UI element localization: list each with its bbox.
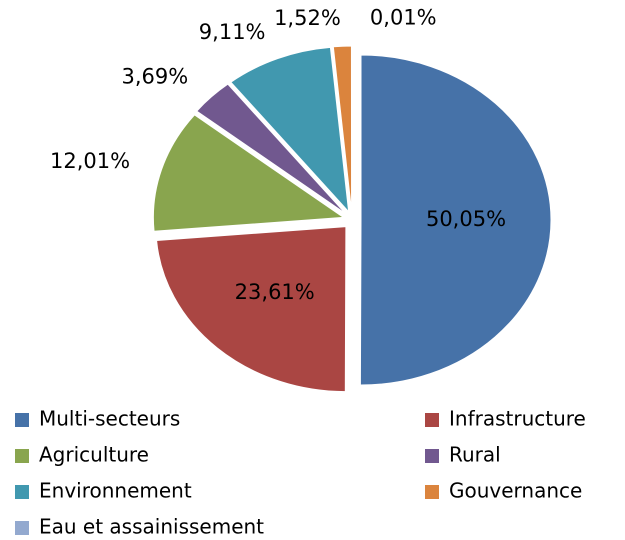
legend-label: Eau et assainissement [39, 515, 264, 539]
pie-slice [230, 46, 350, 214]
legend-swatch [15, 521, 29, 535]
data-label: 3,69% [122, 65, 189, 89]
legend-swatch [425, 485, 439, 499]
legend-swatch [425, 449, 439, 463]
legend-swatch [15, 449, 29, 463]
data-label: 23,61% [235, 280, 315, 304]
legend-label: Environnement [39, 479, 192, 503]
pie-slice [359, 54, 552, 386]
data-label: 0,01% [370, 6, 437, 30]
legend-swatch [15, 413, 29, 427]
pie-slice [156, 226, 347, 393]
data-label: 1,52% [274, 6, 341, 30]
pie-slice [152, 114, 345, 232]
pie-slice [196, 83, 347, 215]
data-label: 12,01% [50, 149, 130, 173]
legend-swatch [15, 485, 29, 499]
legend-label: Gouvernance [449, 479, 582, 503]
legend-label: Multi-secteurs [39, 407, 180, 431]
legend-swatch [425, 413, 439, 427]
legend-label: Infrastructure [449, 407, 586, 431]
legend-label: Agriculture [39, 443, 149, 467]
legend-label: Rural [449, 443, 501, 467]
data-label: 9,11% [199, 20, 266, 44]
data-label: 50,05% [426, 207, 506, 231]
